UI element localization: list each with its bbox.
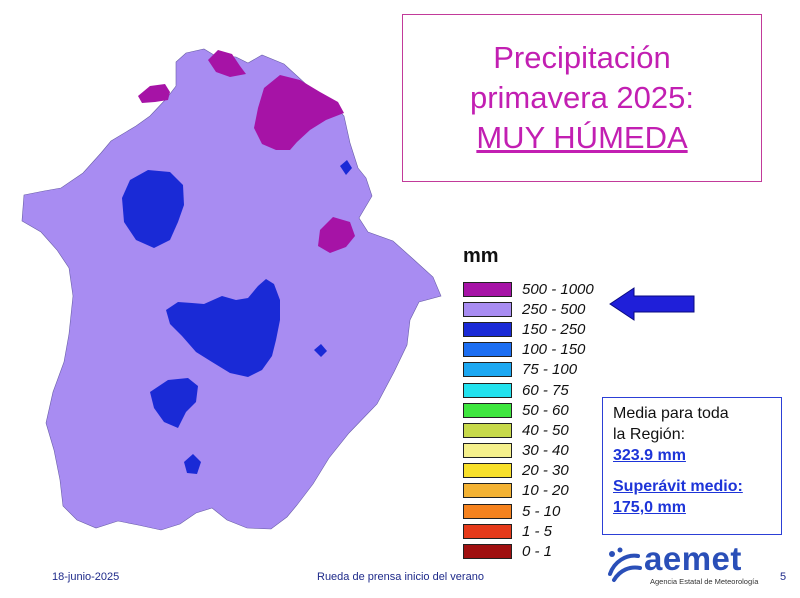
legend-swatch xyxy=(463,523,512,539)
legend-item: 250 - 500 xyxy=(463,299,663,319)
area-500-1000 xyxy=(208,50,246,77)
legend-label: 60 - 75 xyxy=(522,381,569,399)
area-150-250 xyxy=(150,378,198,428)
legend-item: 10 - 20 xyxy=(463,481,663,501)
legend-item: 40 - 50 xyxy=(463,420,663,440)
stats-box: Media para toda la Región: 323.9 mm Supe… xyxy=(602,397,782,535)
legend-swatch xyxy=(463,321,512,337)
aemet-swirl-icon xyxy=(608,547,642,582)
legend-swatch xyxy=(463,402,512,418)
title-line-1: Precipitación xyxy=(493,39,671,75)
legend-swatch xyxy=(463,422,512,438)
legend-item: 1 - 5 xyxy=(463,521,663,541)
legend-item: 60 - 75 xyxy=(463,380,663,400)
area-150-250 xyxy=(314,344,327,357)
legend-label: 20 - 30 xyxy=(522,462,569,480)
area-500-1000 xyxy=(254,75,344,150)
legend-rows: 500 - 1000 250 - 500 150 - 250 100 - 150 75 … xyxy=(463,279,663,562)
area-150-250 xyxy=(184,454,201,474)
legend-swatch xyxy=(463,503,512,519)
legend-item: 150 - 250 xyxy=(463,319,663,339)
legend-label: 5 - 10 xyxy=(522,502,561,520)
title-box: Precipitación primavera 2025: MUY HÚMEDA xyxy=(402,14,762,182)
map-legend: mm 500 - 1000 250 - 500 150 - 250 100 - 150… xyxy=(463,246,663,562)
legend-item: 5 - 10 xyxy=(463,501,663,521)
area-500-1000 xyxy=(318,217,355,253)
legend-label: 100 - 150 xyxy=(522,341,586,359)
legend-swatch xyxy=(463,544,512,560)
legend-label: 30 - 40 xyxy=(522,442,569,460)
legend-label: 150 - 250 xyxy=(522,320,586,338)
legend-item: 100 - 150 xyxy=(463,340,663,360)
legend-label: 10 - 20 xyxy=(522,482,569,500)
area-150-250 xyxy=(340,160,352,175)
legend-swatch xyxy=(463,342,512,358)
logo-subtitle: Agencia Estatal de Meteorología xyxy=(650,577,759,586)
legend-label: 75 - 100 xyxy=(522,361,578,379)
area-150-250 xyxy=(166,279,280,377)
legend-item: 50 - 60 xyxy=(463,400,663,420)
legend-title: mm xyxy=(463,245,499,267)
legend-swatch xyxy=(463,443,512,459)
surplus-value[interactable]: 175,0 mm xyxy=(613,499,686,516)
page-number: 5 xyxy=(780,571,787,583)
legend-label: 500 - 1000 xyxy=(522,280,594,298)
legend-item: 0 - 1 xyxy=(463,541,663,561)
logo-name: aemet xyxy=(644,540,742,577)
area-150-250 xyxy=(122,170,184,248)
area-500-1000 xyxy=(138,84,170,103)
precipitation-map xyxy=(21,48,442,531)
region-outline xyxy=(21,48,442,531)
highlight-arrow-icon xyxy=(609,287,695,321)
legend-label: 0 - 1 xyxy=(522,543,553,561)
legend-swatch xyxy=(463,362,512,378)
legend-label: 1 - 5 xyxy=(522,522,553,540)
surplus-label: Superávit medio: xyxy=(613,478,743,495)
legend-swatch xyxy=(463,301,512,317)
title-line-2: primavera 2025: xyxy=(469,79,694,115)
legend-item: 20 - 30 xyxy=(463,461,663,481)
legend-label: 250 - 500 xyxy=(522,300,586,318)
legend-swatch xyxy=(463,281,512,297)
title-line-3: MUY HÚMEDA xyxy=(476,120,688,156)
stats-line-2: la Región: xyxy=(613,426,686,443)
legend-label: 40 - 50 xyxy=(522,421,569,439)
legend-item: 75 - 100 xyxy=(463,360,663,380)
legend-swatch xyxy=(463,463,512,479)
legend-item: 500 - 1000 xyxy=(463,279,663,299)
footer-event: Rueda de prensa inicio del verano xyxy=(317,571,484,583)
legend-item: 30 - 40 xyxy=(463,441,663,461)
mean-value[interactable]: 323.9 mm xyxy=(613,447,686,464)
aemet-logo: aemet Agencia Estatal de Meteorología xyxy=(604,542,774,590)
stats-line-1: Media para toda xyxy=(613,405,729,422)
legend-label: 50 - 60 xyxy=(522,401,569,419)
legend-swatch xyxy=(463,483,512,499)
legend-swatch xyxy=(463,382,512,398)
footer-date: 18-junio-2025 xyxy=(52,571,120,583)
